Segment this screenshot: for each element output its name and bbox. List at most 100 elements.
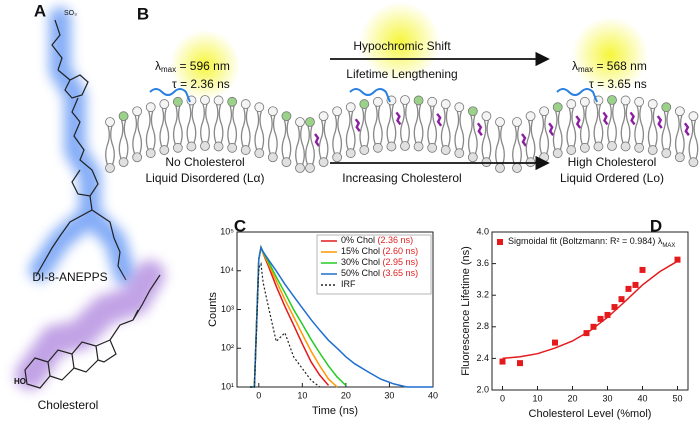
lipid-head xyxy=(281,111,292,122)
lipid-head xyxy=(386,141,397,152)
y-tick-label: 2.0 xyxy=(476,384,489,394)
data-point xyxy=(499,358,506,365)
lipid-head xyxy=(454,148,465,159)
lipid-head xyxy=(318,157,329,168)
y-axis-label: Counts xyxy=(207,292,219,327)
legend-entry: 15% Chol (2.60 ns) xyxy=(341,246,418,256)
lipid-tail xyxy=(688,119,699,161)
data-line xyxy=(250,262,321,388)
data-point xyxy=(611,304,618,311)
lipid-tail xyxy=(332,115,343,156)
lipid-head xyxy=(481,111,492,122)
lipid-tail xyxy=(295,125,305,167)
lipid-head xyxy=(552,148,563,159)
lipid-head xyxy=(227,142,238,153)
lipid-head xyxy=(359,99,370,109)
lipid-head xyxy=(359,145,370,155)
sterol xyxy=(683,122,690,136)
lipid-head xyxy=(159,145,170,155)
panel-label: C xyxy=(234,216,246,235)
lipid-head xyxy=(240,99,251,109)
lipid-tail xyxy=(213,104,224,145)
legend-entry: 50% Chol (3.65 ns) xyxy=(341,268,418,278)
lipid-head xyxy=(227,96,238,107)
lipid-head xyxy=(566,145,577,155)
data-point xyxy=(604,311,611,318)
lipid-head xyxy=(213,95,224,106)
lipid-tail xyxy=(525,119,536,161)
glow xyxy=(572,17,648,93)
legend-box xyxy=(316,234,432,295)
lipid-head xyxy=(579,142,590,153)
lipid-head xyxy=(620,95,631,106)
lipid-head xyxy=(579,96,590,107)
lipid-tail xyxy=(281,119,292,161)
lambda-max: λmax = 596 nm xyxy=(155,59,230,74)
y-axis-label: Fluorescence Lifetime (ns) xyxy=(460,246,472,376)
lipid-head xyxy=(132,152,143,163)
x-tick-label: 20 xyxy=(341,390,351,400)
legend-note: (2.60 ns) xyxy=(383,246,419,256)
y-tick-label: 2.4 xyxy=(476,353,489,363)
data-point xyxy=(639,266,646,273)
lipid-head xyxy=(240,145,251,155)
lipid-tail xyxy=(593,104,604,145)
caption: Liquid Disordered (Lα) xyxy=(146,171,265,185)
lipid-head xyxy=(634,142,645,153)
y-tick-label: 4.0 xyxy=(476,226,489,236)
legend-entry: 0% Chol (2.36 ns) xyxy=(341,235,413,245)
lipid-head xyxy=(132,106,143,117)
legend-label: 0% Chol xyxy=(341,235,375,245)
sterol xyxy=(548,122,555,136)
lipid-tail xyxy=(386,104,397,145)
lipid-tail xyxy=(413,104,424,145)
lifetime: τ = 2.36 ns xyxy=(172,77,230,91)
lipid-head xyxy=(332,106,343,117)
lipid-tail xyxy=(105,125,115,167)
legend-sub: MAX xyxy=(662,243,675,249)
caption: High Cholesterol xyxy=(568,155,657,169)
sterol xyxy=(476,122,483,136)
sterol xyxy=(575,115,582,129)
lipid-head xyxy=(566,99,577,109)
x-tick-label: 40 xyxy=(428,390,438,400)
lipid-head xyxy=(254,148,265,159)
lipid-head xyxy=(688,111,699,122)
lipid-head xyxy=(172,142,183,153)
y-tick-label: 10¹ xyxy=(221,381,234,391)
lipid-tail xyxy=(254,110,265,152)
legend-entry: IRF xyxy=(341,279,356,289)
x-tick-label: 50 xyxy=(672,393,682,403)
lipid-tail xyxy=(240,107,251,149)
y-tick-label: 2.8 xyxy=(476,321,489,331)
lipid-tail xyxy=(566,107,577,149)
data-point xyxy=(618,296,625,303)
lipid-head xyxy=(332,152,343,163)
lipid-head xyxy=(607,95,617,105)
lipid-tail xyxy=(172,105,183,147)
hydroxyl: HO xyxy=(14,377,26,386)
lipid-head xyxy=(552,102,563,113)
molecule-name: DI-8-ANEPPS xyxy=(32,270,107,284)
lipid-head xyxy=(372,142,383,153)
glow xyxy=(360,2,440,82)
lambda-max: λmax = 568 nm xyxy=(572,59,647,74)
lipid-tail xyxy=(620,104,631,145)
lipid-head xyxy=(318,111,329,122)
charts: 10¹ 10² 10³ 10⁴ 10⁵ 0 10 20 30 40 Time (ns) Counts 0… xyxy=(207,226,689,420)
lipid-tail xyxy=(539,115,550,156)
lipid-head xyxy=(674,152,685,163)
lipid-head xyxy=(345,148,356,159)
lipid-head xyxy=(105,163,115,173)
glow xyxy=(170,30,240,100)
lipid-head xyxy=(172,96,183,107)
lipid-head xyxy=(254,102,265,113)
legend-note: (3.65 ns) xyxy=(383,268,419,278)
lipid-head xyxy=(467,152,478,163)
sulfonate: SO₃ xyxy=(64,10,77,17)
lipid-head xyxy=(525,111,536,122)
lipid-tail xyxy=(200,103,210,145)
x-tick-label: 20 xyxy=(567,393,577,403)
sterol xyxy=(436,113,443,127)
lipid-tail xyxy=(674,115,685,156)
